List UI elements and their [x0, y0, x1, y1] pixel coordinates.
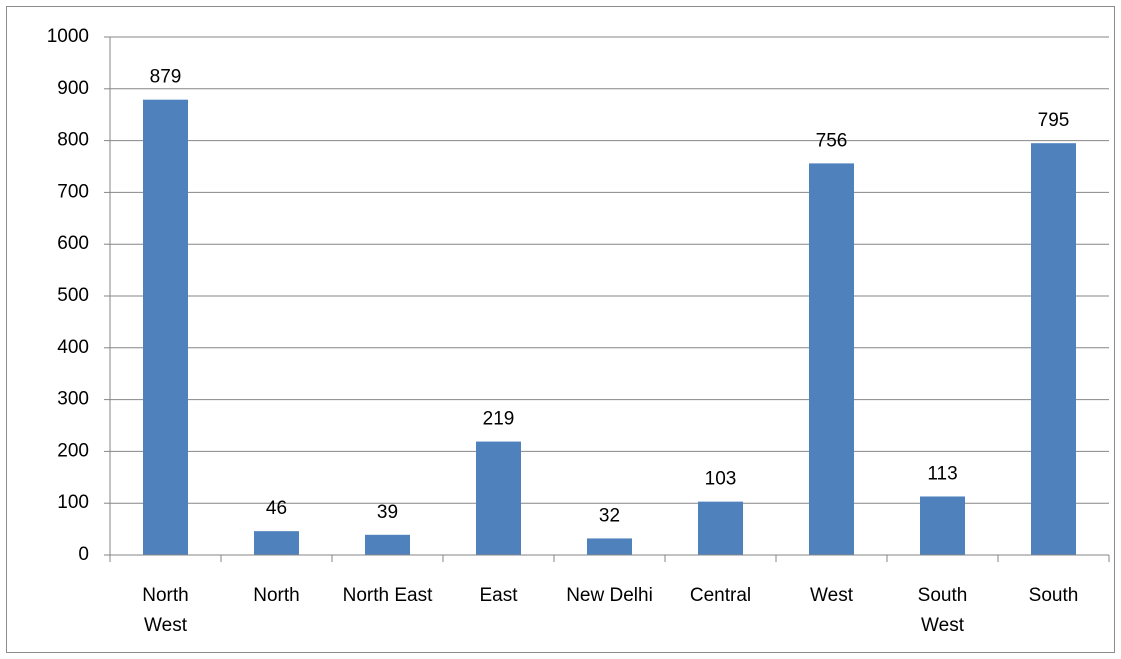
data-label: 756: [816, 130, 848, 151]
y-tick-label: 900: [57, 78, 89, 99]
data-label: 103: [705, 469, 737, 490]
y-tick-label: 1000: [47, 26, 89, 47]
x-category-label: West: [810, 585, 854, 606]
x-category-label: South: [918, 585, 968, 606]
y-axis: 0 100 200 300 400 500 600 700 800 900 1000: [47, 26, 111, 565]
data-label: 39: [377, 502, 398, 523]
bar: [476, 441, 521, 555]
data-label: 219: [483, 409, 515, 430]
x-category-label: South: [1029, 585, 1079, 606]
bar: [254, 531, 299, 555]
bars: [143, 99, 1076, 555]
y-tick-label: 800: [57, 130, 89, 151]
y-tick-label: 300: [57, 389, 89, 410]
data-label: 795: [1038, 110, 1070, 131]
x-category-label: West: [144, 615, 188, 636]
data-labels: 879 46 39 219 32 103 756 113 795: [150, 67, 1070, 527]
x-category-label: North: [253, 585, 299, 606]
x-category-label: East: [479, 585, 518, 606]
x-category-label: New Delhi: [566, 585, 653, 606]
data-label: 46: [266, 498, 287, 519]
y-tick-label: 500: [57, 285, 89, 306]
x-category-label: West: [921, 615, 965, 636]
y-tick-label: 100: [57, 492, 89, 513]
x-category-label: North: [142, 585, 188, 606]
x-category-label: Central: [690, 585, 751, 606]
bar: [365, 534, 410, 555]
bar: [920, 496, 965, 555]
bar: [143, 99, 188, 555]
data-label: 32: [599, 505, 620, 526]
y-tick-label: 700: [57, 181, 89, 202]
bar: [1031, 143, 1076, 555]
bar: [587, 538, 632, 555]
data-label: 879: [150, 67, 182, 88]
y-tick-label: 400: [57, 337, 89, 358]
x-axis: North West North North East East New Delhi Cen…: [109, 554, 1110, 636]
gridlines: [110, 36, 1109, 504]
y-tick-label: 600: [57, 233, 89, 254]
bar: [698, 501, 743, 555]
bar: [809, 163, 854, 555]
y-tick-label: 200: [57, 440, 89, 461]
data-label: 113: [927, 463, 957, 484]
x-category-label: North East: [343, 585, 433, 606]
y-tick-label: 0: [78, 544, 89, 565]
